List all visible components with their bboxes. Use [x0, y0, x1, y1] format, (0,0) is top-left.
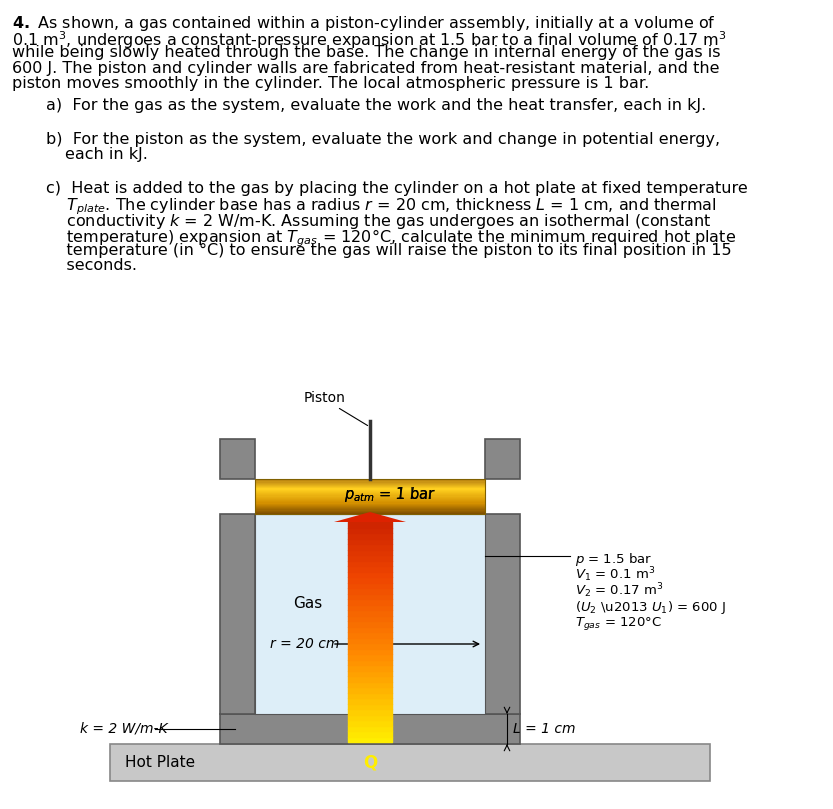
Polygon shape: [334, 512, 406, 522]
Text: a)  For the gas as the system, evaluate the work and the heat transfer, each in : a) For the gas as the system, evaluate t…: [46, 98, 706, 113]
Text: temperature) expansion at $T_{gas}$ = 120°C, calculate the minimum required hot : temperature) expansion at $T_{gas}$ = 12…: [46, 227, 736, 248]
Bar: [255, 513, 485, 514]
Text: temperature (in °C) to ensure the gas will raise the piston to its final positio: temperature (in °C) to ensure the gas wi…: [46, 243, 731, 257]
Text: $p_{atm}$ = 1 bar: $p_{atm}$ = 1 bar: [344, 485, 436, 504]
Bar: [255, 511, 485, 513]
Text: L = 1 cm: L = 1 cm: [513, 722, 576, 736]
Text: c)  Heat is added to the gas by placing the cylinder on a hot plate at fixed tem: c) Heat is added to the gas by placing t…: [46, 180, 748, 196]
Bar: [220, 714, 520, 744]
Bar: [255, 487, 485, 489]
Text: $V_1$ = 0.1 m$^3$: $V_1$ = 0.1 m$^3$: [575, 565, 656, 584]
Bar: [255, 500, 485, 501]
Bar: [255, 479, 485, 481]
Text: piston moves smoothly in the cylinder. The local atmospheric pressure is 1 bar.: piston moves smoothly in the cylinder. T…: [12, 76, 649, 91]
Bar: [220, 514, 255, 714]
Bar: [255, 486, 485, 487]
Bar: [255, 492, 485, 493]
Bar: [485, 514, 520, 714]
Bar: [255, 508, 485, 510]
Bar: [110, 744, 710, 781]
Text: 0.1 m$^3$, undergoes a constant-pressure expansion at 1.5 bar to a final volume : 0.1 m$^3$, undergoes a constant-pressure…: [12, 29, 726, 51]
Text: 600 J. The piston and cylinder walls are fabricated from heat-resistant material: 600 J. The piston and cylinder walls are…: [12, 61, 720, 75]
Text: r = 20 cm: r = 20 cm: [270, 637, 339, 651]
Text: each in kJ.: each in kJ.: [65, 147, 148, 162]
Bar: [255, 505, 485, 506]
Bar: [255, 498, 485, 499]
Bar: [255, 502, 485, 503]
Bar: [255, 484, 485, 485]
Bar: [255, 499, 485, 500]
Text: Q: Q: [363, 753, 377, 772]
Bar: [485, 439, 520, 479]
Text: $V_2$ = 0.17 m$^3$: $V_2$ = 0.17 m$^3$: [575, 582, 664, 600]
Text: $\mathbf{4.}$ As shown, a gas contained within a piston-cylinder assembly, initi: $\mathbf{4.}$ As shown, a gas contained …: [12, 14, 716, 33]
Text: ($U_2$ \u2013 $U_1$) = 600 J: ($U_2$ \u2013 $U_1$) = 600 J: [575, 599, 726, 616]
Bar: [255, 485, 485, 486]
Text: Hot Plate: Hot Plate: [125, 755, 195, 770]
Text: seconds.: seconds.: [46, 258, 137, 273]
Bar: [255, 507, 485, 508]
Bar: [255, 503, 485, 505]
Bar: [255, 493, 485, 494]
Text: $p$ = 1.5 bar: $p$ = 1.5 bar: [575, 550, 652, 567]
Text: while being slowly heated through the base. The change in internal energy of the: while being slowly heated through the ba…: [12, 45, 721, 60]
Text: Piston: Piston: [304, 391, 346, 405]
Bar: [255, 494, 485, 495]
Text: k = 2 W/m-K: k = 2 W/m-K: [80, 722, 167, 736]
Text: b)  For the piston as the system, evaluate the work and change in potential ener: b) For the piston as the system, evaluat…: [46, 132, 720, 146]
Bar: [255, 495, 485, 497]
Bar: [255, 501, 485, 502]
Bar: [255, 506, 485, 507]
Bar: [255, 491, 485, 492]
Bar: [255, 482, 485, 484]
Text: conductivity $k$ = 2 W/m-K. Assuming the gas undergoes an isothermal (constant: conductivity $k$ = 2 W/m-K. Assuming the…: [46, 211, 711, 231]
Bar: [255, 481, 485, 482]
Text: $T_{plate}$. The cylinder base has a radius $r$ = 20 cm, thickness $L$ = 1 cm, a: $T_{plate}$. The cylinder base has a rad…: [46, 196, 716, 217]
Bar: [255, 497, 485, 498]
Bar: [255, 489, 485, 491]
Text: $p_{atm}$ = 1 bar: $p_{atm}$ = 1 bar: [344, 485, 436, 504]
Text: Gas: Gas: [293, 596, 322, 612]
Bar: [220, 439, 255, 479]
Bar: [255, 514, 485, 714]
Bar: [255, 510, 485, 511]
Text: $T_{gas}$ = 120°C: $T_{gas}$ = 120°C: [575, 615, 662, 632]
